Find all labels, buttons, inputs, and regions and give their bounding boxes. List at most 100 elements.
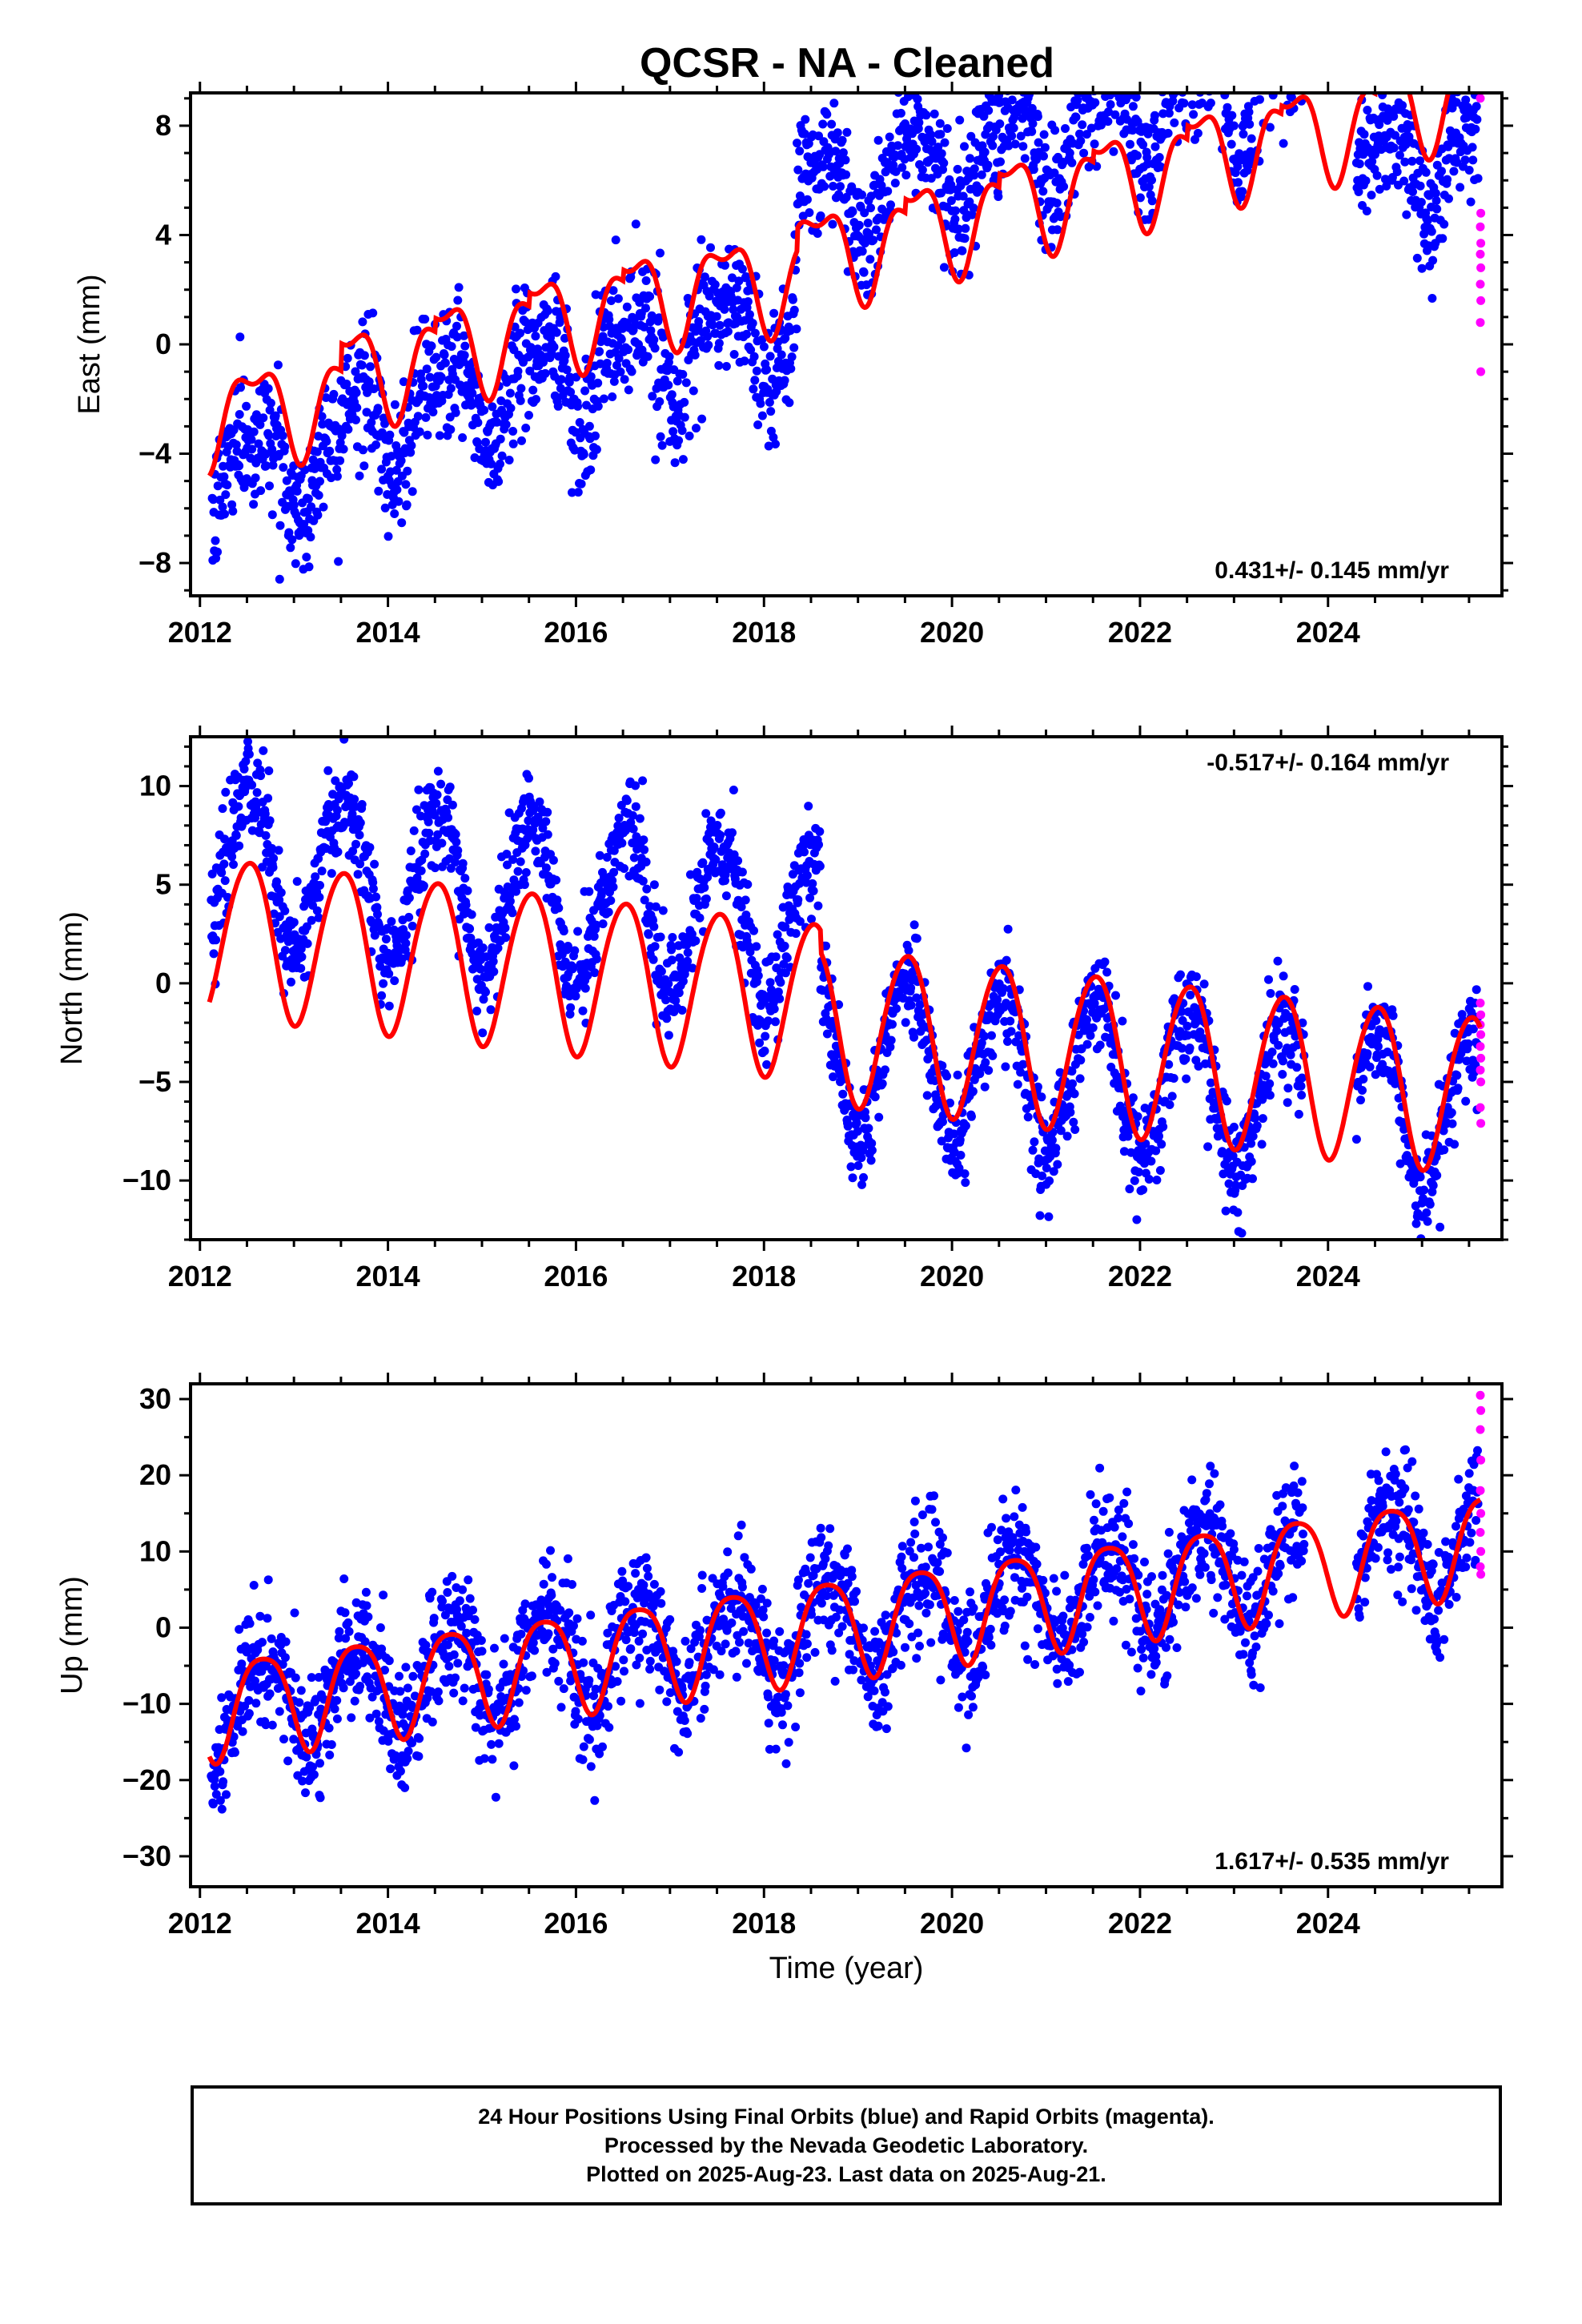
east-data-point	[697, 235, 706, 244]
east-data-point	[704, 340, 713, 350]
up-data-point	[428, 1587, 437, 1597]
north-data-point	[1351, 1135, 1361, 1144]
north-data-point	[638, 776, 648, 786]
north-data-point	[1258, 1114, 1267, 1124]
east-data-point	[1191, 81, 1200, 90]
north-data-point	[606, 896, 616, 905]
east-data-point	[1391, 74, 1399, 83]
east-data-point	[1073, 82, 1082, 91]
east-data-point	[315, 476, 324, 486]
east-data-point	[678, 455, 688, 464]
east-data-point	[697, 414, 707, 424]
east-data-point	[508, 439, 518, 448]
east-data-point	[1187, 78, 1196, 87]
north-data-point	[554, 903, 564, 913]
east-data-point	[362, 408, 371, 417]
north-data-point	[303, 939, 312, 948]
east-data-point	[1257, 27, 1266, 36]
north-data-point	[1090, 999, 1099, 1008]
north-data-point	[598, 919, 608, 929]
north-data-point	[692, 894, 701, 903]
east-data-point	[1142, 153, 1152, 163]
east-data-point	[262, 461, 271, 471]
east-data-point	[447, 342, 456, 352]
north-data-point	[289, 918, 299, 927]
east-data-point	[1355, 159, 1364, 169]
east-data-point	[643, 352, 652, 361]
east-data-point	[917, 165, 927, 175]
east-data-point	[750, 328, 760, 338]
north-data-point	[631, 802, 640, 811]
north-data-point	[888, 1019, 897, 1029]
east-data-point	[275, 521, 285, 530]
up-data-point	[401, 1663, 411, 1672]
east-data-point	[1449, 167, 1459, 176]
north-data-point	[370, 859, 379, 869]
north-data-point	[1070, 1089, 1079, 1099]
east-data-point	[280, 442, 290, 452]
east-data-point	[1382, 181, 1391, 191]
north-data-point	[1199, 979, 1209, 989]
north-data-point	[424, 828, 434, 838]
east-data-point	[494, 476, 504, 486]
east-data-point	[977, 170, 986, 179]
north-data-point	[501, 933, 511, 943]
east-data-point	[458, 433, 468, 442]
north-data-point	[741, 895, 750, 905]
east-data-point	[1287, 93, 1296, 102]
east-data-point	[629, 322, 639, 331]
east-data-point	[387, 452, 396, 461]
east-data-point	[516, 384, 526, 393]
up-data-point	[296, 1686, 306, 1695]
east-data-point	[801, 115, 810, 124]
east-data-point	[1125, 62, 1134, 70]
north-data-point	[800, 847, 809, 857]
east-data-point	[1293, 41, 1302, 50]
up-data-point	[255, 1611, 265, 1621]
east-data-point	[935, 119, 945, 128]
north-data-point	[1002, 999, 1011, 1008]
east-data-point	[635, 298, 644, 308]
east-data-point	[556, 384, 565, 393]
east-data-point	[1276, 38, 1285, 46]
east-data-point	[1299, 74, 1308, 82]
north-data-point	[1297, 1073, 1307, 1083]
north-data-point	[221, 787, 231, 797]
east-data-point	[1213, 72, 1222, 81]
east-y-tick-label: 4	[155, 218, 171, 251]
north-data-point	[552, 875, 561, 885]
north-data-point	[1037, 1092, 1046, 1102]
east-data-point	[818, 119, 828, 129]
east-data-point	[1251, 71, 1259, 80]
north-data-point	[269, 854, 279, 863]
east-data-point	[1460, 155, 1470, 165]
north-data-point	[227, 852, 237, 862]
north-data-point	[1231, 1180, 1240, 1190]
east-data-point	[757, 335, 767, 344]
east-data-point	[752, 366, 761, 376]
east-data-point	[1247, 134, 1256, 143]
east-data-point	[1144, 182, 1154, 191]
east-data-point	[1105, 59, 1114, 68]
north-data-point	[445, 782, 455, 792]
north-data-point	[548, 855, 558, 865]
east-data-point	[657, 440, 667, 450]
east-data-point	[219, 472, 229, 481]
north-data-point	[1082, 1015, 1091, 1024]
up-data-point	[258, 1638, 267, 1647]
up-data-point	[404, 1747, 413, 1756]
east-data-point	[1372, 171, 1382, 180]
north-data-point	[347, 809, 357, 818]
east-data-point	[1431, 196, 1441, 205]
north-data-point	[649, 880, 659, 890]
east-data-point	[1018, 142, 1028, 151]
east-data-point	[211, 536, 220, 545]
east-data-point	[690, 350, 700, 360]
north-data-point	[463, 886, 472, 895]
east-data-point	[1258, 50, 1267, 59]
north-data-point	[1363, 1049, 1372, 1059]
east-final-orbit-points	[207, 27, 1483, 584]
east-data-point	[1229, 121, 1239, 131]
east-data-point	[681, 378, 691, 388]
north-data-point	[481, 987, 490, 997]
